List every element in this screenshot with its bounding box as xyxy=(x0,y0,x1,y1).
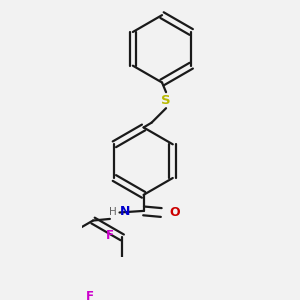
Text: F: F xyxy=(86,290,94,300)
Text: O: O xyxy=(169,206,180,219)
Text: N: N xyxy=(119,205,130,218)
Text: S: S xyxy=(161,94,171,107)
Text: H: H xyxy=(109,207,116,217)
Text: F: F xyxy=(106,229,114,242)
